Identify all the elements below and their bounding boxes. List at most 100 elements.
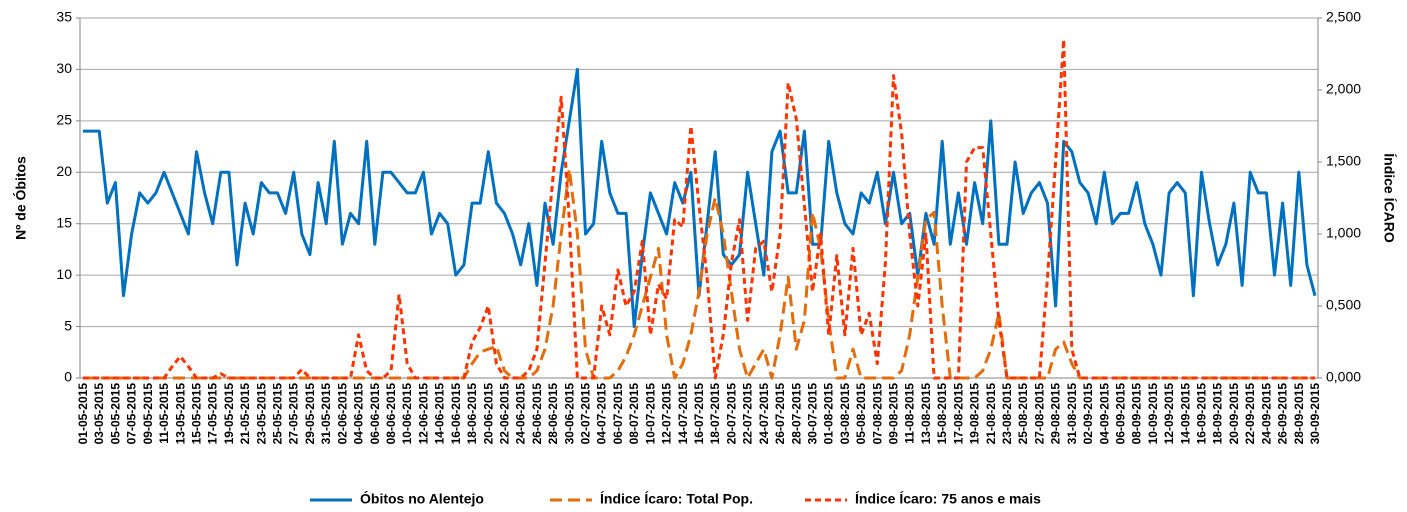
y2-tick-label: 2,000 (1326, 81, 1361, 97)
y2-tick-label: 0,500 (1326, 297, 1361, 313)
x-tick-label: 20-06-2015 (481, 383, 495, 445)
x-tick-label: 05-08-2015 (854, 383, 868, 445)
legend-label: Índice Ícaro: 75 anos e mais (855, 491, 1041, 507)
x-tick-label: 09-08-2015 (887, 383, 901, 445)
x-tick-label: 04-09-2015 (1097, 383, 1111, 445)
y2-tick-label: 2,500 (1326, 9, 1361, 25)
x-tick-label: 19-05-2015 (222, 383, 236, 445)
x-tick-label: 26-07-2015 (773, 383, 787, 445)
x-tick-label: 24-07-2015 (757, 383, 771, 445)
y-tick-label: 25 (56, 112, 72, 128)
x-tick-label: 13-08-2015 (919, 383, 933, 445)
x-tick-label: 10-09-2015 (1146, 383, 1160, 445)
x-tick-label: 06-09-2015 (1113, 383, 1127, 445)
x-tick-label: 24-06-2015 (514, 383, 528, 445)
x-tick-label: 14-07-2015 (676, 383, 690, 445)
x-tick-label: 14-06-2015 (433, 383, 447, 445)
x-tick-label: 03-08-2015 (838, 383, 852, 445)
x-tick-label: 19-08-2015 (968, 383, 982, 445)
legend: Óbitos no Alentejo Índice Ícaro: Total Po… (310, 490, 1041, 507)
x-tick-label: 30-09-2015 (1308, 383, 1322, 445)
y2-tick-label: 1,000 (1326, 225, 1361, 241)
y-tick-label: 20 (56, 163, 72, 179)
x-tick-label: 01-08-2015 (822, 383, 836, 445)
x-tick-label: 29-05-2015 (303, 383, 317, 445)
x-tick-label: 04-07-2015 (595, 383, 609, 445)
x-tick-label: 27-05-2015 (287, 383, 301, 445)
x-tick-label: 22-07-2015 (741, 383, 755, 445)
x-tick-label: 30-07-2015 (805, 383, 819, 445)
x-tick-label: 15-08-2015 (935, 383, 949, 445)
x-tick-label: 02-09-2015 (1081, 383, 1095, 445)
x-tick-label: 12-07-2015 (660, 383, 674, 445)
x-tick-label: 28-07-2015 (789, 383, 803, 445)
x-tick-label: 18-09-2015 (1211, 383, 1225, 445)
x-tick-label: 31-08-2015 (1065, 383, 1079, 445)
legend-label: Óbitos no Alentejo (360, 490, 484, 507)
x-tick-label: 29-08-2015 (1049, 383, 1063, 445)
x-tick-label: 26-09-2015 (1276, 383, 1290, 445)
x-tick-label: 01-05-2015 (76, 383, 90, 445)
x-tick-label: 16-09-2015 (1195, 383, 1209, 445)
y2-axis-label: Índice ÍCARO (1381, 153, 1397, 243)
x-tick-label: 08-09-2015 (1130, 383, 1144, 445)
x-tick-label: 03-05-2015 (92, 383, 106, 445)
x-tick-label: 16-06-2015 (449, 383, 463, 445)
x-tick-label: 07-08-2015 (870, 383, 884, 445)
x-tick-label: 09-05-2015 (141, 383, 155, 445)
x-tick-label: 02-06-2015 (335, 383, 349, 445)
x-tick-label: 28-06-2015 (546, 383, 560, 445)
x-tick-label: 18-06-2015 (465, 383, 479, 445)
x-tick-label: 11-08-2015 (903, 383, 917, 444)
x-tick-label: 28-09-2015 (1292, 383, 1306, 445)
x-tick-label: 31-05-2015 (319, 383, 333, 445)
x-tick-label: 12-09-2015 (1162, 383, 1176, 445)
series-line (83, 167, 1315, 380)
y-tick-label: 15 (56, 214, 72, 230)
x-tick-label: 23-05-2015 (254, 383, 268, 445)
x-tick-label: 26-06-2015 (530, 383, 544, 445)
x-tick-label: 18-07-2015 (708, 383, 722, 445)
x-tick-label: 25-08-2015 (1016, 383, 1030, 445)
y-tick-label: 35 (56, 9, 72, 25)
x-tick-label: 10-07-2015 (643, 383, 657, 445)
x-tick-label: 05-05-2015 (108, 383, 122, 445)
x-tick-label: 17-08-2015 (951, 383, 965, 445)
x-tick-label: 04-06-2015 (352, 383, 366, 445)
y2-tick-label: 1,500 (1326, 153, 1361, 169)
x-tick-label: 06-07-2015 (611, 383, 625, 445)
x-tick-label: 14-09-2015 (1178, 383, 1192, 445)
y2-tick-label: 0,000 (1326, 369, 1361, 385)
y-axis-label: Nº de Óbitos (12, 156, 29, 240)
x-tick-label: 20-09-2015 (1227, 383, 1241, 445)
x-tick-label: 08-06-2015 (384, 383, 398, 445)
x-tick-label: 10-06-2015 (400, 383, 414, 445)
x-tick-label: 21-05-2015 (238, 383, 252, 445)
x-tick-label: 16-07-2015 (692, 383, 706, 445)
y-tick-label: 0 (64, 369, 72, 385)
x-tick-label: 27-08-2015 (1032, 383, 1046, 445)
y-tick-label: 10 (56, 266, 72, 282)
x-tick-label: 22-06-2015 (497, 383, 511, 445)
x-tick-label: 20-07-2015 (724, 383, 738, 445)
x-tick-label: 30-06-2015 (562, 383, 576, 445)
legend-label: Índice Ícaro: Total Pop. (600, 491, 753, 507)
x-tick-label: 21-08-2015 (984, 383, 998, 445)
x-tick-label: 22-09-2015 (1243, 383, 1257, 445)
x-tick-label: 23-08-2015 (1000, 383, 1014, 445)
x-tick-label: 25-05-2015 (271, 383, 285, 445)
x-tick-label: 11-05-2015 (157, 383, 171, 444)
x-tick-label: 13-05-2015 (173, 383, 187, 445)
x-tick-label: 07-05-2015 (125, 383, 139, 445)
x-tick-label: 08-07-2015 (627, 383, 641, 445)
x-tick-label: 12-06-2015 (416, 383, 430, 445)
x-tick-label: 15-05-2015 (189, 383, 203, 445)
x-tick-label: 24-09-2015 (1259, 383, 1273, 445)
x-tick-label: 17-05-2015 (206, 383, 220, 445)
x-tick-label: 06-06-2015 (368, 383, 382, 445)
y-tick-label: 5 (64, 317, 72, 333)
x-tick-label: 02-07-2015 (579, 383, 593, 445)
y-tick-label: 30 (56, 60, 72, 76)
